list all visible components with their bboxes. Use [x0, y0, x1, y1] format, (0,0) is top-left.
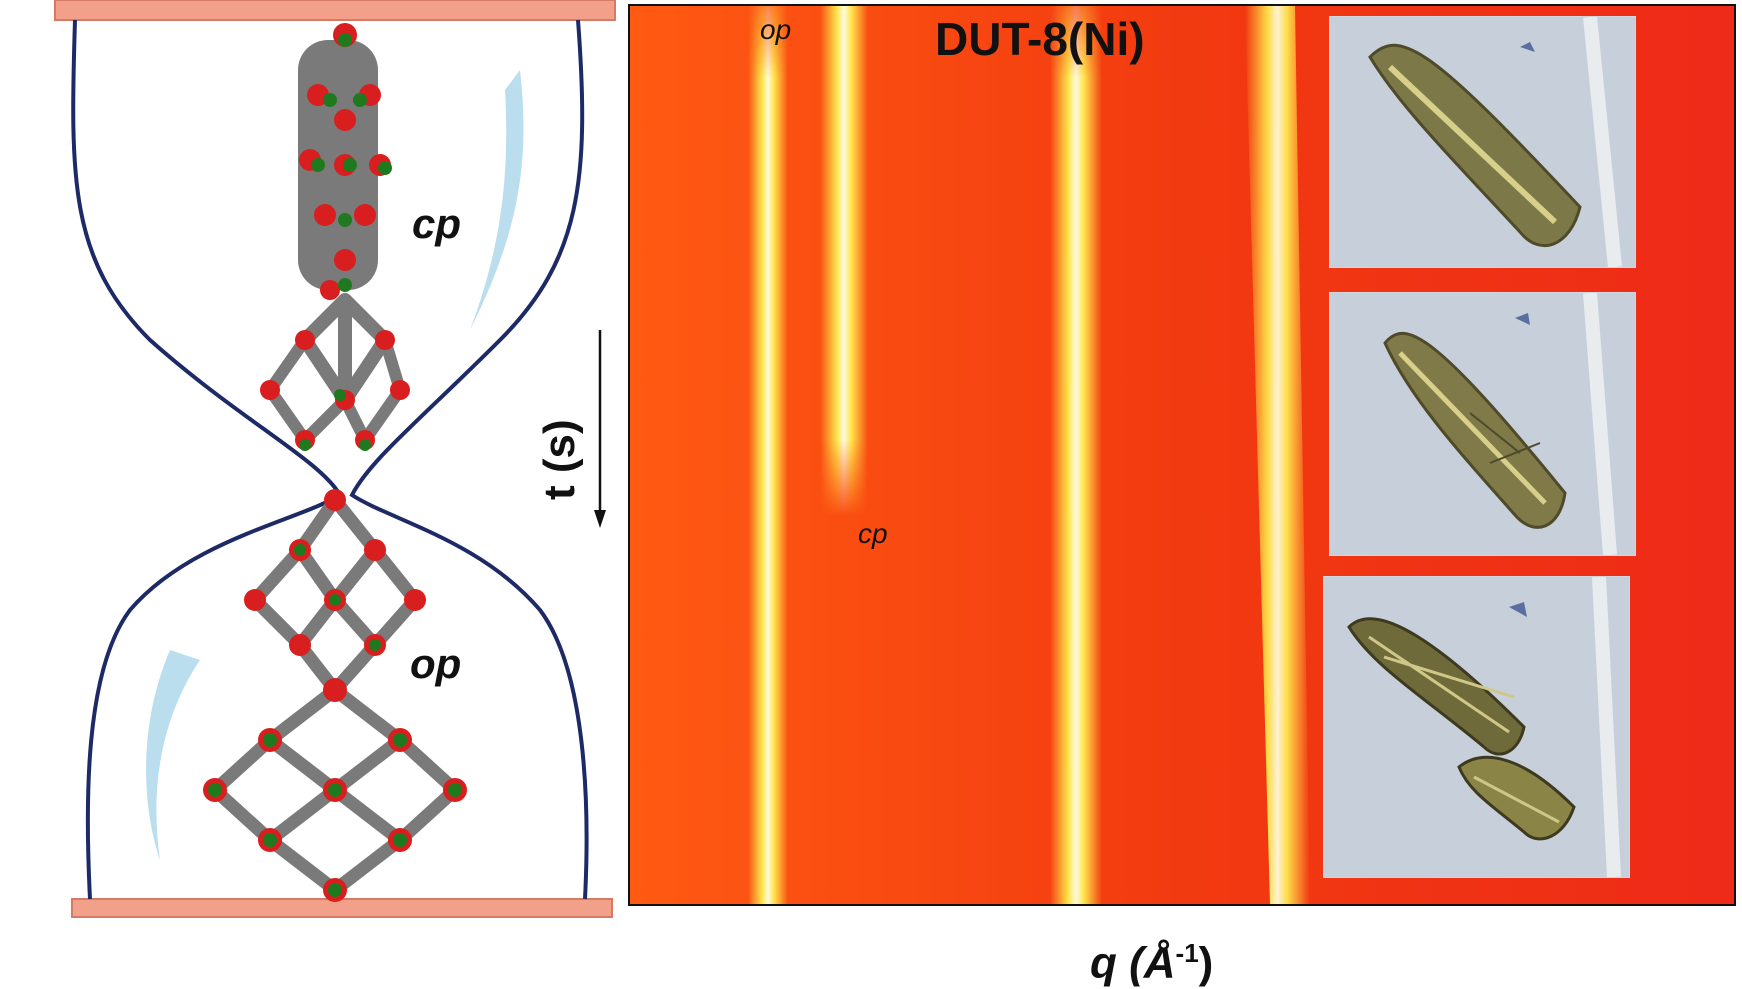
bottom-plate [71, 898, 613, 918]
op-peak-label: op [760, 14, 792, 45]
band-cp-1 [820, 6, 868, 516]
framework-op-icon [203, 489, 467, 902]
hourglass-right-outline [349, 19, 589, 900]
band-op-1 [748, 6, 788, 904]
glass-highlight-bottom [146, 650, 200, 860]
heatmap-title: DUT-8(Ni) [935, 13, 1145, 65]
band-op-3 [1245, 6, 1310, 904]
band-op-2 [1050, 6, 1102, 904]
framework-cp-icon [260, 23, 410, 451]
q-axis-text: q (Å [1090, 938, 1176, 988]
cp-peak-label: cp [858, 518, 888, 549]
op-phase-label: op [410, 640, 462, 687]
crystal-photo-2 [1329, 292, 1636, 556]
crystal-photo-1 [1329, 16, 1636, 268]
top-plate [54, 0, 616, 21]
q-axis-label: q (Å-1) [1090, 938, 1213, 989]
q-axis-exponent: -1 [1175, 938, 1199, 968]
hourglass-illustration [54, 0, 616, 918]
time-axis-label: t (s) [535, 419, 584, 500]
down-arrow-icon [594, 330, 606, 528]
glass-highlight-top [470, 70, 524, 330]
crystal-photo-3 [1323, 576, 1630, 878]
q-axis-close: ) [1198, 938, 1214, 988]
diffraction-heatmap [628, 4, 1736, 906]
cp-phase-label: cp [412, 200, 462, 247]
